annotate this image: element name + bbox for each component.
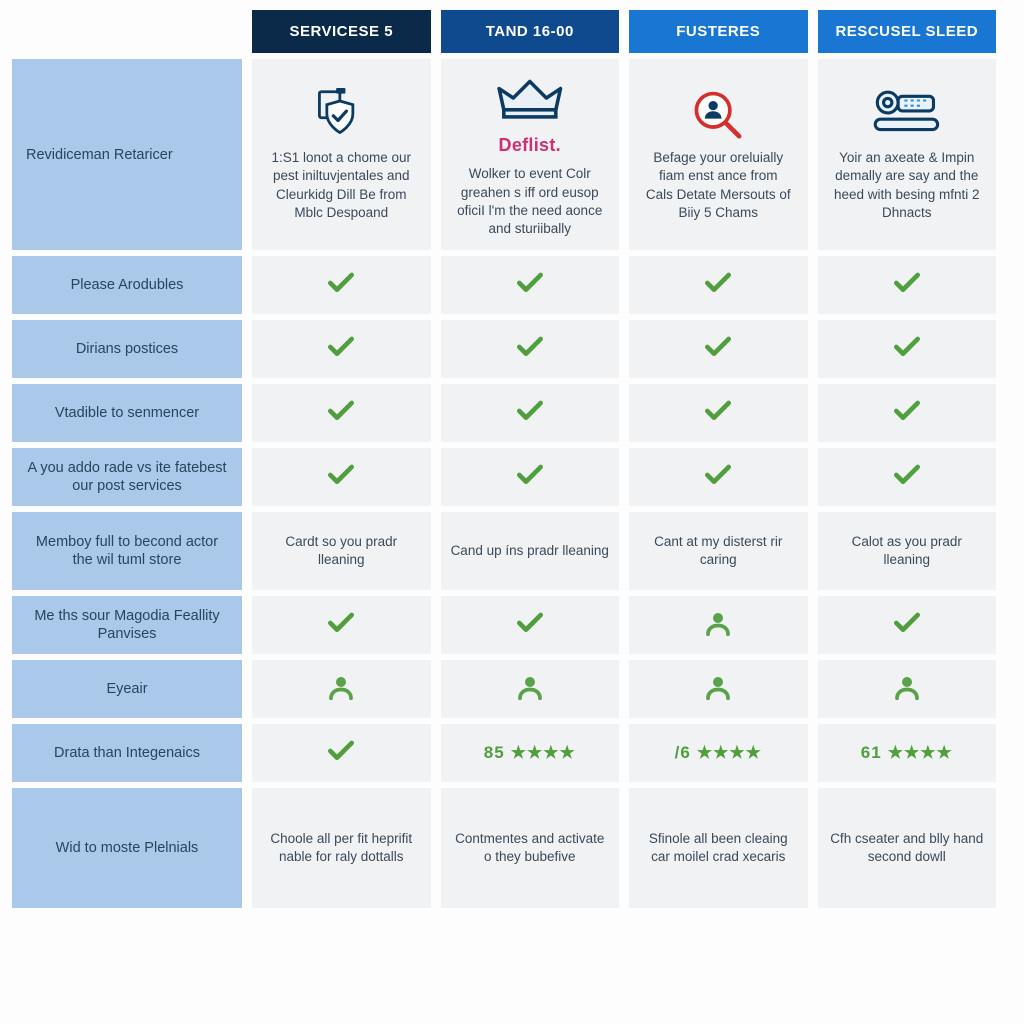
cell-r2-c1 (441, 320, 620, 378)
check-icon (891, 459, 923, 496)
cell-r7-c2 (629, 660, 808, 718)
check-icon (891, 331, 923, 368)
cell-r9-c3: Cfh cseater and blly hand second dowll (818, 788, 997, 908)
cell-r7-c1 (441, 660, 620, 718)
comparison-table: SERVICESE 5 TAND 16-00 FUSTERES RESCUSEL… (12, 10, 996, 908)
magnify-person-icon (689, 87, 748, 141)
cell-r7-c0 (252, 660, 431, 718)
check-icon (891, 395, 923, 432)
cell-r5-c0: Cardt so you pradr lleaning (252, 512, 431, 590)
row-header-5: Memboy full to becond actor the wil tuml… (12, 512, 242, 590)
rating: 61★★★★ (861, 742, 953, 765)
row-header-8: Drata than Integenaics (12, 724, 242, 782)
cell-r4-c3 (818, 448, 997, 506)
cell-r4-c0 (252, 448, 431, 506)
feature-cell-0: 1:S1 lonot a chome our pest iniltuvjenta… (252, 59, 431, 250)
row-header-4: A you addo rade vs ite fatebest our post… (12, 448, 242, 506)
cell-r2-c3 (818, 320, 997, 378)
row-header-3: Vtadible to senmencer (12, 384, 242, 442)
camera-device-icon (869, 87, 944, 141)
check-icon (514, 607, 546, 644)
feature-desc-0: 1:S1 lonot a chome our pest iniltuvjenta… (268, 149, 415, 222)
cell-r9-c2: Sfinole all been cleaing car moilel crad… (629, 788, 808, 908)
cell-r2-c2 (629, 320, 808, 378)
feature-cell-3: Yoir an axeate & Impin demally are say a… (818, 59, 997, 250)
check-icon (514, 267, 546, 304)
check-icon (702, 395, 734, 432)
corner-cell (12, 10, 242, 53)
check-icon (514, 331, 546, 368)
cell-r3-c0 (252, 384, 431, 442)
row-header-6: Me ths sour Magodia Feallity Panvises (12, 596, 242, 654)
cell-r8-c2: /6★★★★ (629, 724, 808, 782)
check-icon (702, 459, 734, 496)
cell-r7-c3 (818, 660, 997, 718)
person-icon (515, 672, 545, 707)
cell-r5-c1: Cand up íns pradr lleaning (441, 512, 620, 590)
check-icon (891, 607, 923, 644)
cell-r2-c0 (252, 320, 431, 378)
cell-r3-c3 (818, 384, 997, 442)
check-icon (325, 459, 357, 496)
row-header-2: Dirians postices (12, 320, 242, 378)
cell-r6-c1 (441, 596, 620, 654)
check-icon (325, 331, 357, 368)
check-icon (325, 607, 357, 644)
person-icon (703, 672, 733, 707)
cell-r1-c1 (441, 256, 620, 314)
cell-r4-c1 (441, 448, 620, 506)
col-header-2: TAND 16-00 (441, 10, 620, 53)
cell-r4-c2 (629, 448, 808, 506)
cell-r1-c2 (629, 256, 808, 314)
col-header-3: FUSTERES (629, 10, 808, 53)
feature-desc-1: Wolker to event Colr greahen s iff ord e… (457, 165, 604, 238)
col-header-4: RESCUSEL SLEED (818, 10, 997, 53)
person-icon (892, 672, 922, 707)
feature-cell-1: Deflist. Wolker to event Colr greahen s … (441, 59, 620, 250)
check-icon (891, 267, 923, 304)
check-icon (325, 735, 357, 772)
feature-desc-3: Yoir an axeate & Impin demally are say a… (834, 149, 981, 222)
check-icon (325, 395, 357, 432)
col-header-1: SERVICESE 5 (252, 10, 431, 53)
cell-r5-c2: Cant at my disterst rir caring (629, 512, 808, 590)
cell-r8-c3: 61★★★★ (818, 724, 997, 782)
feature-desc-2: Befage your oreluially fiam enst ance fr… (645, 149, 792, 222)
feature-cell-2: Befage your oreluially fiam enst ance fr… (629, 59, 808, 250)
person-icon (703, 608, 733, 643)
rating: /6★★★★ (675, 742, 762, 765)
cell-r3-c1 (441, 384, 620, 442)
check-icon (702, 331, 734, 368)
cell-r5-c3: Calot as you pradr lleaning (818, 512, 997, 590)
cell-r1-c0 (252, 256, 431, 314)
check-icon (514, 459, 546, 496)
brand-label-1: Deflist. (499, 133, 561, 157)
check-icon (514, 395, 546, 432)
row-header-0: Revidiceman Retaricer (12, 59, 242, 250)
check-icon (325, 267, 357, 304)
shield-check-icon (312, 87, 371, 141)
cell-r8-c0 (252, 724, 431, 782)
check-icon (702, 267, 734, 304)
cell-r6-c0 (252, 596, 431, 654)
cell-r6-c3 (818, 596, 997, 654)
cell-r1-c3 (818, 256, 997, 314)
row-header-9: Wid to moste Plelnials (12, 788, 242, 908)
row-header-1: Please Arodubles (12, 256, 242, 314)
cell-r9-c0: Choole all per fit heprifit nable for ra… (252, 788, 431, 908)
cell-r8-c1: 85★★★★ (441, 724, 620, 782)
rating: 85★★★★ (484, 742, 576, 765)
cell-r6-c2 (629, 596, 808, 654)
crown-icon (492, 71, 568, 125)
cell-r9-c1: Contmentes and activate o they bubefive (441, 788, 620, 908)
person-icon (326, 672, 356, 707)
cell-r3-c2 (629, 384, 808, 442)
row-header-7: Eyeair (12, 660, 242, 718)
